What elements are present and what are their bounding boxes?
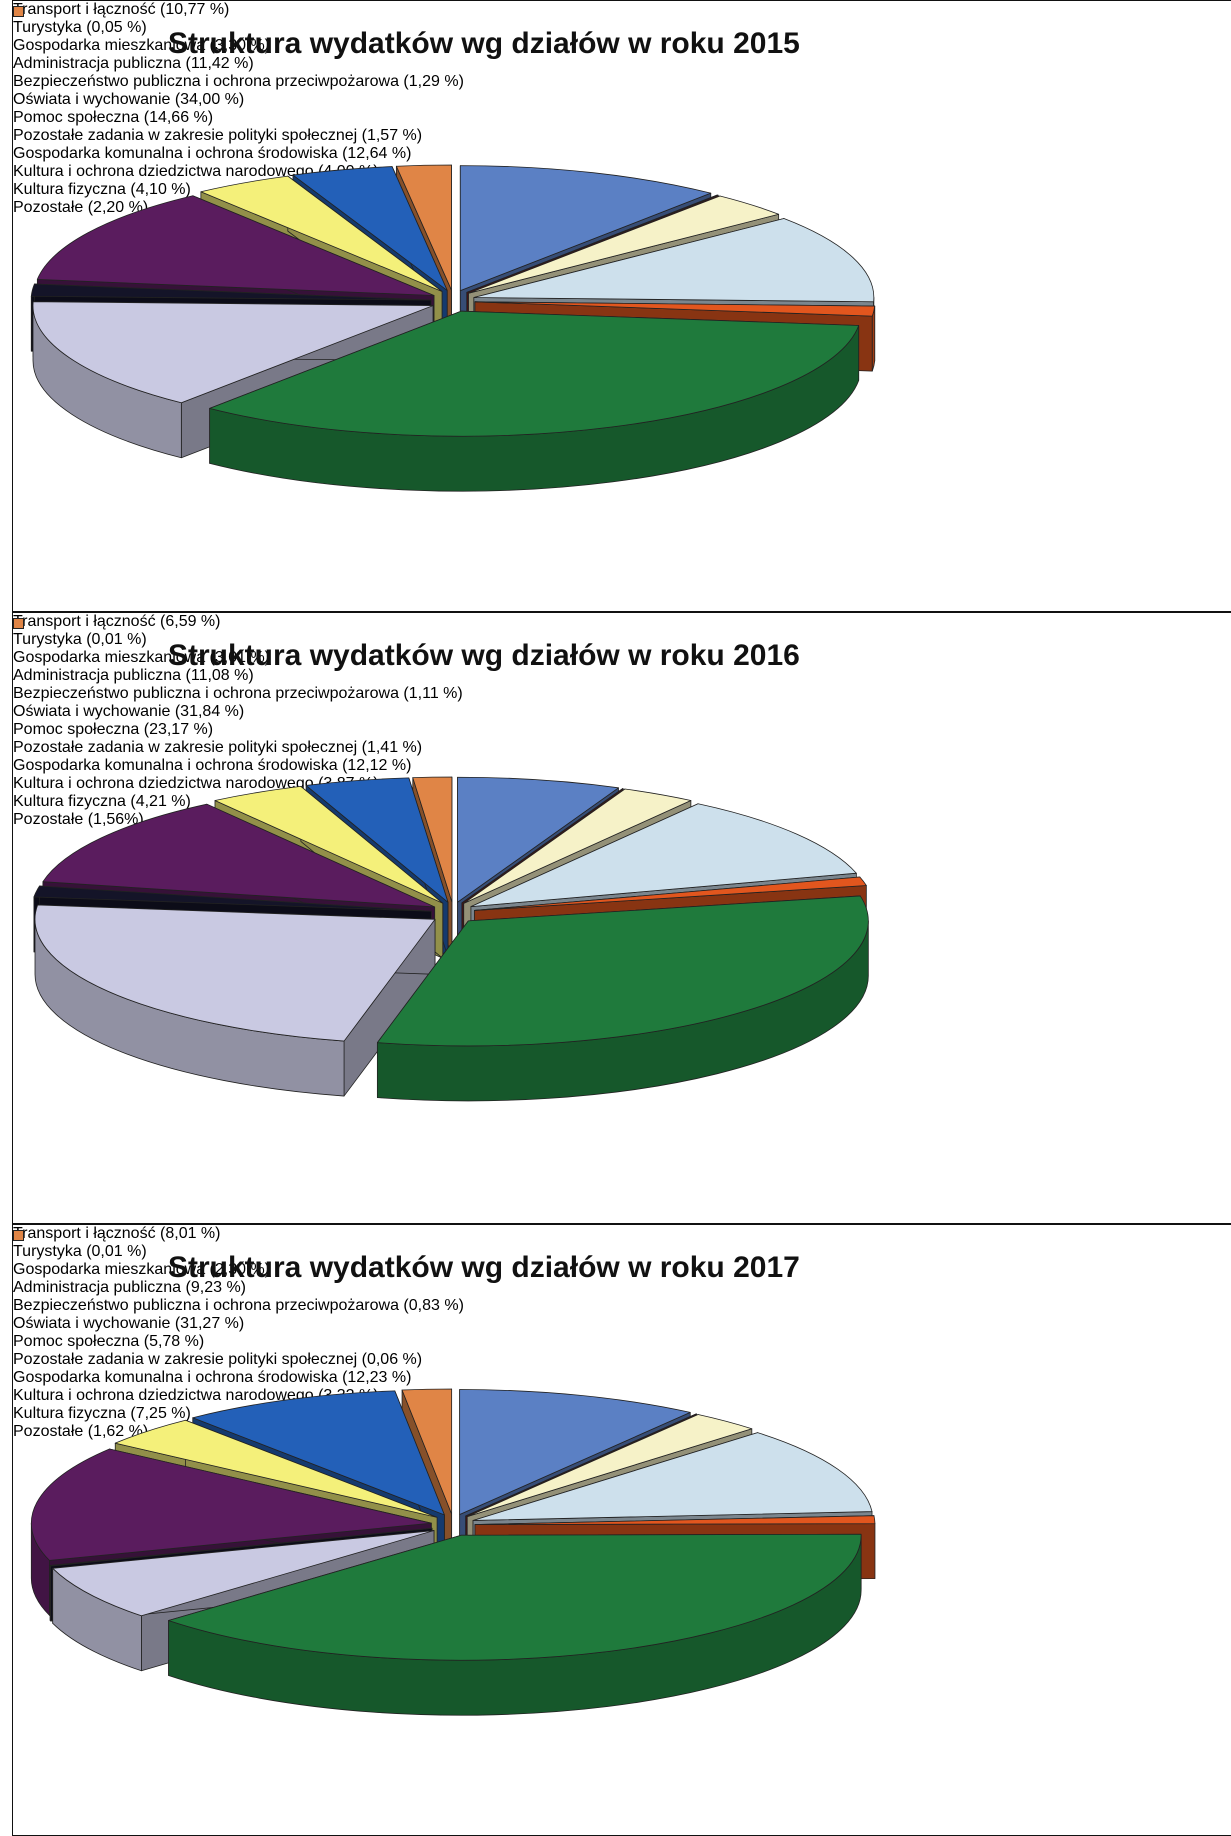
slice-top [459,165,712,292]
legend-swatch [13,6,24,17]
slice-top [473,876,867,911]
legend-swatch [13,1230,24,1241]
slice-top [468,195,780,294]
slice-top [472,1432,873,1521]
slice-top [33,885,432,912]
slice-top [305,777,449,903]
slice-top [200,175,443,292]
slice-top [466,1414,753,1518]
pie-chart [33,776,869,1102]
slice-top [168,1533,862,1661]
slice-top [461,788,624,904]
legend-swatch [13,618,24,629]
chart-panel: Transport i łączność (10,77 %) Turystyka … [12,0,1231,612]
slice-top [36,195,435,296]
slice-top [376,895,869,1047]
legend-item: Pozostałe (1,62 %) [13,1230,1231,1441]
pie-slice [209,310,860,492]
chart-title: Struktura wydatków wg działów w roku 201… [168,1251,800,1284]
slice-top [474,301,876,317]
slice-top [459,1389,691,1515]
slice-top [401,1388,453,1515]
slice-top [30,1448,432,1561]
chart-title: Struktura wydatków wg działów w roku 201… [168,27,800,60]
legend-item: Pozostałe (2,20 %) [13,6,1231,217]
slice-top [463,788,692,904]
slice-top [209,310,860,437]
pie-slice [376,895,869,1102]
slice-top [470,803,857,908]
pie-chart [30,164,876,492]
slice-top [292,166,448,291]
slice-top [49,1527,433,1567]
slice-top [474,1515,876,1525]
pie-slice [168,1533,862,1716]
slice-top [214,785,444,904]
slice-top [457,776,619,903]
slice-outer-wall [49,1565,52,1622]
slice-top [30,283,432,301]
slice-top [114,1419,438,1518]
slice-top [465,1413,697,1517]
chart-title: Struktura wydatków wg działów w roku 201… [168,639,800,672]
slice-top [192,1390,445,1516]
legend-item: Pozostałe (1,56%) [13,618,1231,829]
slice-top [32,301,434,404]
chart-panel: Transport i łączność (6,59 %) Turystyka (… [12,612,1231,1224]
slice-top [466,194,719,293]
slice-top [412,776,453,903]
slice-top [395,164,452,291]
pie-slice [34,904,436,1097]
pie-chart [30,1388,876,1716]
slice-top [42,803,436,908]
slice-top [52,1530,435,1617]
slice-top [34,904,436,1042]
chart-panel: Transport i łączność (8,01 %) Turystyka (… [12,1224,1231,1836]
slice-top [473,218,875,303]
